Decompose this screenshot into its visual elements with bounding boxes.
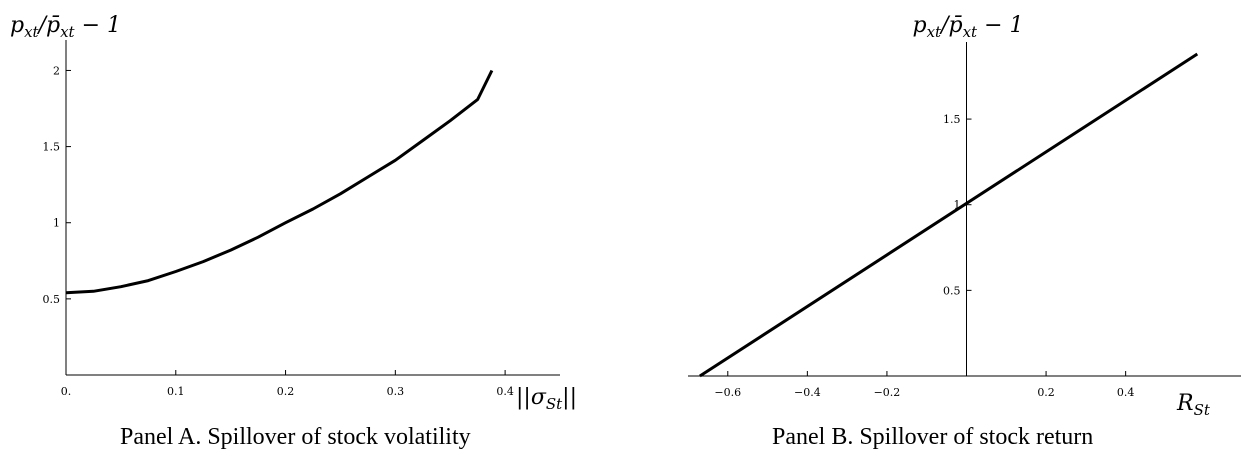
- x-tick-label: 0.2: [277, 385, 295, 398]
- panel-b: −0.6 −0.4 −0.2 0.2 0.4 0.5 1 1.5 pxt/p̄xt − 1 RSt…: [620, 0, 1241, 462]
- x-tick-label: −0.2: [874, 386, 901, 399]
- y-axis-label: pxt/p̄xt − 1: [912, 13, 1023, 41]
- y-tick-label: 1.5: [43, 141, 61, 154]
- x-tick-label: −0.4: [794, 386, 821, 399]
- x-tick-label: 0.2: [1037, 386, 1055, 399]
- y-tick-label: 1: [53, 217, 60, 230]
- panel-a-caption: Panel A. Spillover of stock volatility: [120, 424, 471, 450]
- x-tick-label: 0.: [61, 385, 72, 398]
- y-tick-label: 1.5: [943, 113, 961, 126]
- chart-a: 0. 0.1 0.2 0.3 0.4 0.5 1 1.5 2 pxt/p̄xt − 1 ||σSt|…: [10, 13, 577, 413]
- y-axis-label: pxt/p̄xt − 1: [10, 13, 121, 41]
- x-axis-label: ||σSt||: [516, 385, 577, 413]
- y-tick-label: 0.5: [943, 284, 961, 297]
- x-tick-label: 0.3: [387, 385, 405, 398]
- panel-b-caption: Panel B. Spillover of stock return: [772, 424, 1094, 450]
- x-axis-label: RSt: [1176, 391, 1211, 419]
- series-line: [65, 69, 494, 295]
- x-tick-label: −0.6: [714, 386, 741, 399]
- panel-a: 0. 0.1 0.2 0.3 0.4 0.5 1 1.5 2 pxt/p̄xt − 1 ||σSt|…: [0, 0, 620, 462]
- series-line: [699, 52, 1199, 378]
- x-tick-label: 0.1: [167, 385, 185, 398]
- y-tick-label: 1: [954, 199, 961, 212]
- y-tick-label: 2: [53, 64, 60, 77]
- y-tick-label: 0.5: [43, 293, 61, 306]
- x-tick-label: 0.4: [1117, 386, 1135, 399]
- x-tick-label: 0.4: [496, 385, 514, 398]
- chart-b: −0.6 −0.4 −0.2 0.2 0.4 0.5 1 1.5 pxt/p̄xt − 1 RSt: [688, 13, 1241, 419]
